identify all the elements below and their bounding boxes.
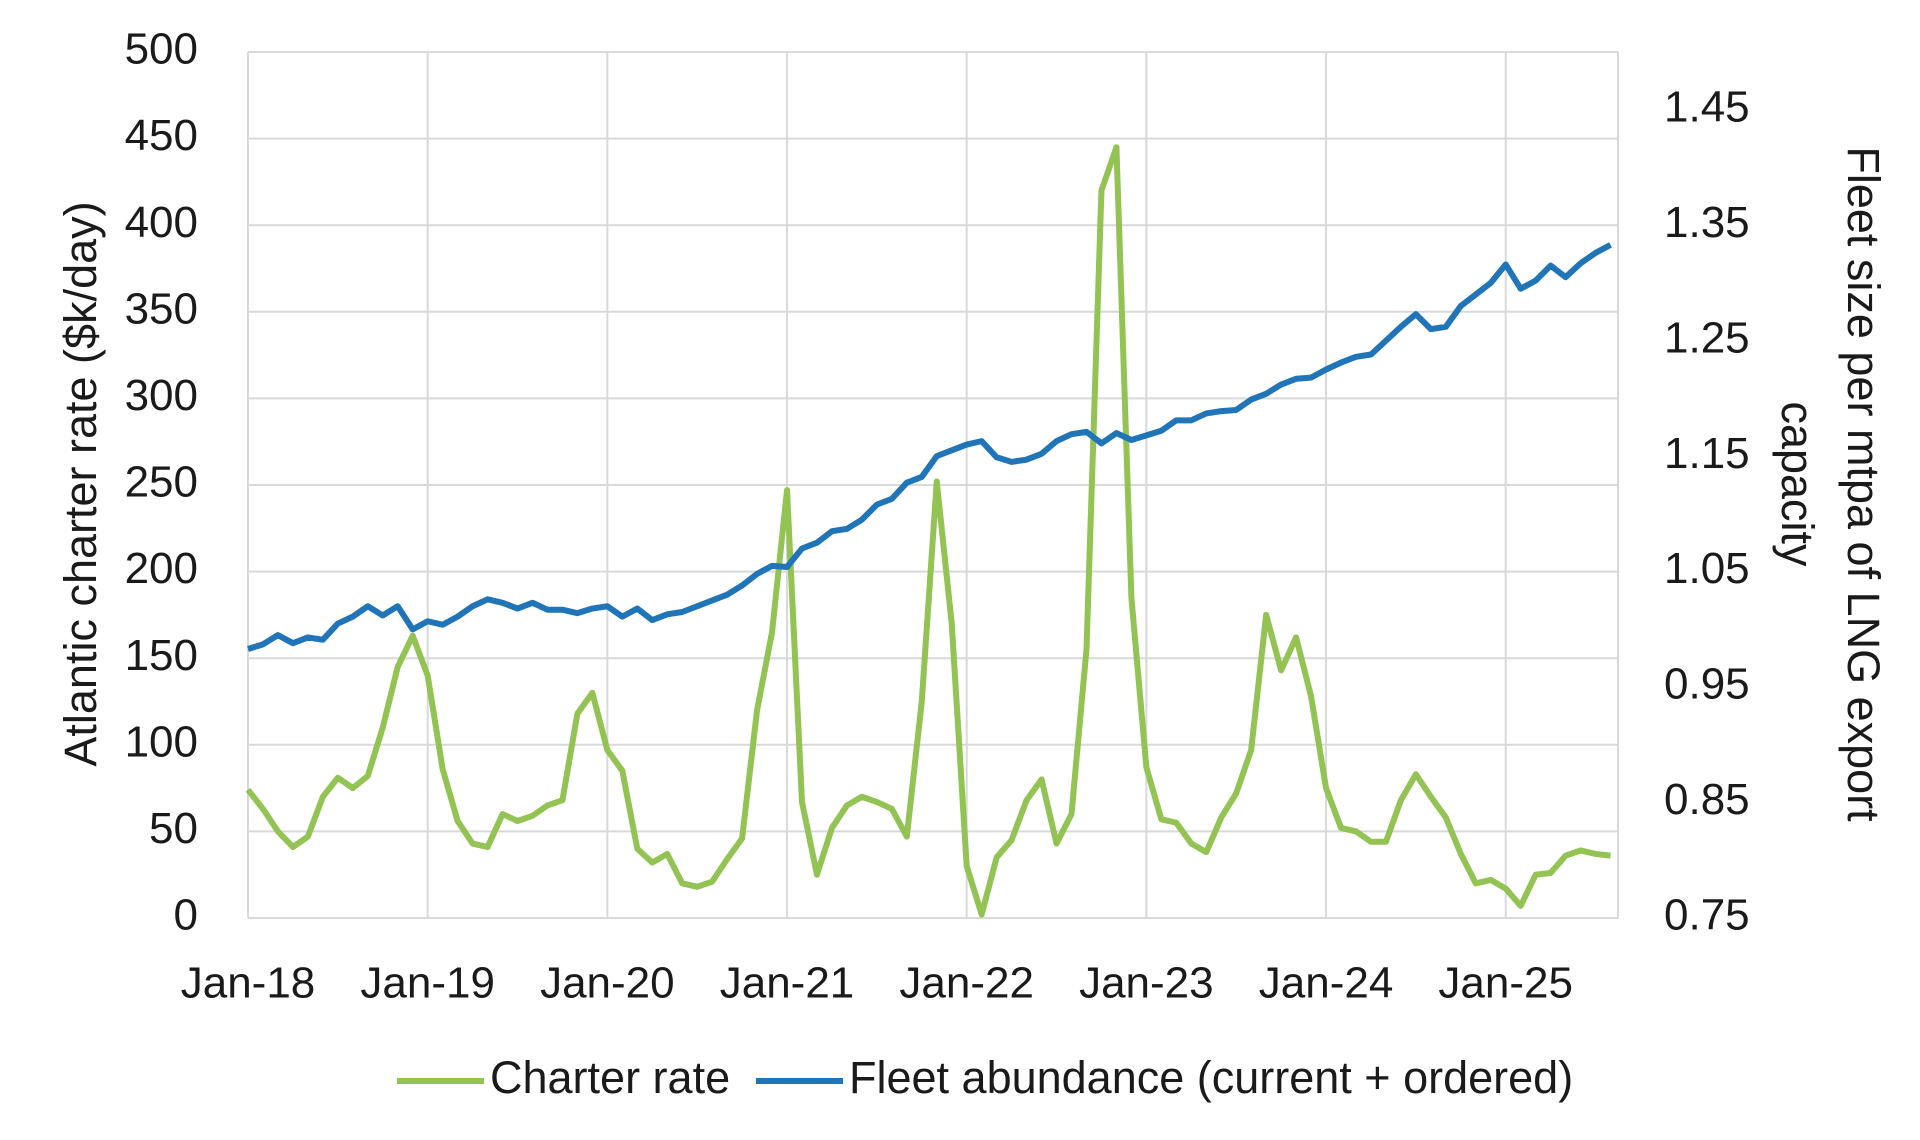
y2-tick-label: 1.05 [1664, 544, 1750, 593]
y-axis-title: Atlantic charter rate ($k/day) [55, 201, 106, 766]
series-line [247, 242, 1612, 652]
x-tick-label: Jan-18 [181, 959, 316, 1008]
y2-tick-label: 0.95 [1664, 660, 1750, 709]
y2-tick-label: 1.25 [1664, 313, 1750, 362]
legend-label: Fleet abundance (current + ordered) [849, 1052, 1573, 1103]
legend-label: Charter rate [490, 1052, 730, 1103]
y-tick-label: 450 [125, 111, 198, 160]
y-tick-label: 100 [125, 717, 198, 766]
y2-axis-title: capacity [1772, 401, 1823, 567]
y-tick-label: 500 [125, 25, 198, 74]
y-tick-label: 250 [125, 458, 198, 507]
x-tick-label: Jan-23 [1079, 959, 1214, 1008]
y2-tick-label: 1.45 [1664, 82, 1750, 131]
x-tick-label: Jan-25 [1438, 959, 1573, 1008]
x-tick-label: Jan-22 [899, 959, 1034, 1008]
series-line [245, 144, 1611, 918]
y-tick-label: 400 [125, 198, 198, 247]
x-tick-label: Jan-21 [720, 959, 855, 1008]
y-tick-label: 50 [149, 804, 198, 853]
y2-axis-title: Fleet size per mtpa of LNG export [1838, 146, 1889, 822]
x-tick-label: Jan-19 [360, 959, 495, 1008]
y2-tick-label: 1.35 [1664, 198, 1750, 247]
y-tick-label: 150 [125, 631, 198, 680]
y-tick-label: 200 [125, 544, 198, 593]
y2-tick-label: 0.75 [1664, 891, 1750, 940]
x-tick-label: Jan-20 [540, 959, 675, 1008]
y2-tick-label: 1.15 [1664, 429, 1750, 478]
y2-tick-label: 0.85 [1664, 775, 1750, 824]
y-tick-label: 350 [125, 284, 198, 333]
y-tick-label: 300 [125, 371, 198, 420]
x-tick-label: Jan-24 [1259, 959, 1394, 1008]
y-tick-label: 0 [174, 891, 198, 940]
